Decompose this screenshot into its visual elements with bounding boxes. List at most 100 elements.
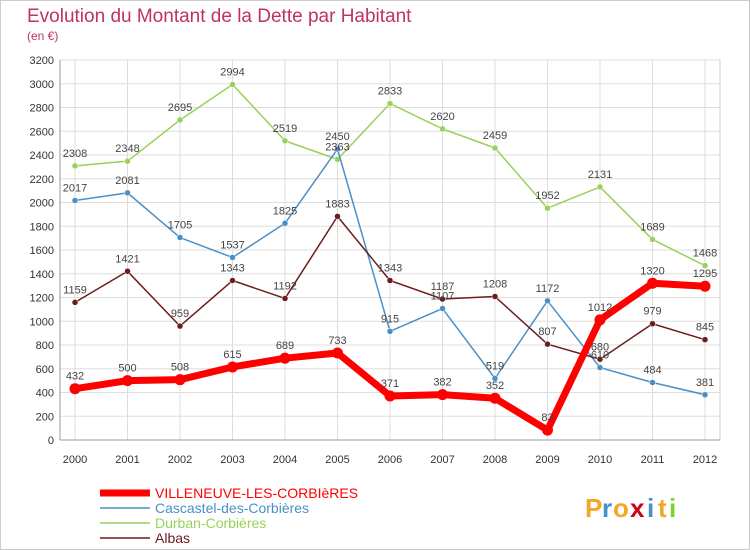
y-tick-label: 1800 <box>30 221 54 233</box>
data-point <box>71 299 79 306</box>
data-point <box>491 375 499 382</box>
brand-letter: o <box>613 493 629 523</box>
data-point <box>439 295 446 303</box>
y-tick-label: 3000 <box>30 79 54 91</box>
x-tick-label: 2011 <box>641 454 665 466</box>
legend-label: Durban-Corbières <box>155 515 266 531</box>
y-tick-label: 0 <box>48 435 54 447</box>
data-point <box>386 277 394 284</box>
data-label: 1537 <box>220 239 244 251</box>
data-point <box>439 305 446 312</box>
data-label: 2348 <box>115 143 139 155</box>
x-tick-label: 2001 <box>115 454 139 466</box>
data-label: 381 <box>696 377 714 389</box>
data-point <box>649 320 656 327</box>
data-point <box>332 347 343 359</box>
data-label: 508 <box>171 362 189 374</box>
data-point <box>647 277 658 289</box>
data-label: 1343 <box>220 263 244 275</box>
data-point <box>174 374 186 386</box>
data-label: 500 <box>118 363 136 375</box>
data-label: 959 <box>171 308 189 320</box>
data-label: 2017 <box>63 182 87 194</box>
data-point <box>334 213 341 220</box>
data-label: 1172 <box>536 283 560 295</box>
data-label: 352 <box>486 380 504 392</box>
data-label: 1421 <box>115 253 139 265</box>
data-label: 2620 <box>430 111 454 123</box>
data-point <box>596 183 604 191</box>
data-point <box>176 322 184 330</box>
data-label: 382 <box>433 377 451 389</box>
data-point <box>176 234 184 241</box>
brand-letter: t <box>658 493 667 523</box>
x-tick-label: 2002 <box>168 454 192 466</box>
data-label: 371 <box>381 378 399 390</box>
data-point <box>439 125 446 133</box>
data-point <box>281 220 289 227</box>
data-point <box>281 137 289 145</box>
data-label: 2450 <box>325 131 349 143</box>
legend-label: VILLENEUVE-LES-CORBIèRES <box>155 485 358 501</box>
data-label: 1107 <box>431 291 455 303</box>
data-point <box>71 162 79 170</box>
data-label: 979 <box>643 306 661 318</box>
y-tick-label: 400 <box>36 388 54 400</box>
data-point <box>489 392 501 404</box>
data-point <box>596 356 604 363</box>
y-tick-label: 2200 <box>30 174 54 186</box>
data-point <box>227 361 238 373</box>
data-point <box>124 157 131 165</box>
data-point <box>542 424 553 436</box>
data-label: 615 <box>223 349 241 361</box>
data-label: 1012 <box>588 302 612 314</box>
data-point <box>699 280 711 292</box>
data-label: 733 <box>328 335 346 347</box>
data-label: 519 <box>486 360 504 372</box>
brand-letter: i <box>669 493 676 523</box>
data-label: 1159 <box>63 284 87 296</box>
data-point <box>229 81 236 88</box>
x-tick-label: 2012 <box>693 454 717 466</box>
data-label: 1208 <box>483 279 507 291</box>
data-label: 1187 <box>431 281 455 293</box>
data-point <box>491 144 499 152</box>
data-point <box>544 340 551 348</box>
brand-letter: i <box>647 493 654 523</box>
data-point <box>386 100 394 107</box>
data-point <box>281 295 289 302</box>
data-label: 484 <box>643 365 661 377</box>
data-label: 1295 <box>693 268 717 280</box>
data-point <box>122 375 133 387</box>
plot-area: 0 200 400 600 800 1000 1200 1400 1600 1800 2000 220… <box>30 55 721 466</box>
x-tick-label: 2009 <box>535 454 559 466</box>
data-label: 1468 <box>693 248 717 260</box>
data-label: 83 <box>541 412 553 424</box>
data-label: 2131 <box>588 169 612 181</box>
data-point <box>701 262 709 269</box>
data-point <box>649 379 656 386</box>
data-label: 2519 <box>273 123 297 135</box>
data-label: 2363 <box>325 141 349 153</box>
data-point <box>124 268 131 275</box>
data-label: 689 <box>276 340 294 352</box>
chart-subtitle: (en €) <box>27 29 58 43</box>
data-point <box>437 389 448 401</box>
data-point <box>229 277 236 284</box>
y-tick-label: 1600 <box>30 245 54 257</box>
data-label: 1883 <box>325 198 349 210</box>
data-point <box>386 328 394 335</box>
data-label: 610 <box>591 350 609 362</box>
data-label: 2994 <box>220 66 244 78</box>
data-point <box>176 116 184 124</box>
x-tick-label: 2003 <box>220 454 244 466</box>
data-label: 2695 <box>168 102 192 114</box>
data-point <box>229 254 236 261</box>
brand-letter: r <box>602 493 612 523</box>
data-label: 845 <box>696 322 714 334</box>
y-tick-label: 3200 <box>30 55 54 67</box>
data-label: 680 <box>591 341 609 353</box>
data-point <box>596 364 604 371</box>
data-label: 1825 <box>273 205 297 217</box>
